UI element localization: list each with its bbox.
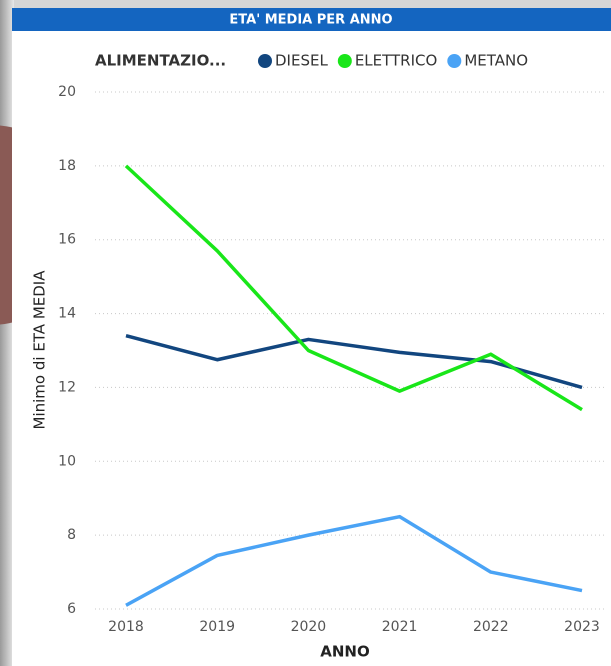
y-axis-label: Minimo di ETA MEDIA [31,270,49,430]
title-bar [12,8,611,31]
x-tick-label: 2020 [291,619,327,635]
legend-title: ALIMENTAZIO... [95,52,226,70]
series-line [125,334,583,390]
x-axis-label: ANNO [320,643,369,661]
x-tick-label: 2022 [473,619,509,635]
x-tick-label: 2023 [564,619,600,635]
y-tick-label: 6 [67,601,76,617]
legend-label: ELETTRICO [355,52,438,70]
side-edge [0,0,14,666]
y-tick-label: 8 [67,527,76,543]
y-tick-label: 16 [58,232,76,248]
legend-marker [258,54,272,68]
series-line [125,514,583,607]
x-tick-label: 2019 [199,619,235,635]
x-tick-label: 2021 [382,619,418,635]
y-tick-label: 14 [58,306,76,322]
y-tick-label: 12 [58,379,76,395]
legend-label: METANO [464,52,528,70]
y-tick-label: 18 [58,158,76,174]
series-line [124,164,583,412]
x-tick-label: 2018 [108,619,144,635]
legend-marker [447,54,462,68]
y-tick-label: 20 [58,84,76,100]
legend-marker [337,54,352,68]
panel [12,30,611,666]
y-tick-label: 10 [58,453,76,469]
chart-title: ETA' MEDIA PER ANNO [229,13,392,28]
legend-label: DIESEL [275,52,328,70]
